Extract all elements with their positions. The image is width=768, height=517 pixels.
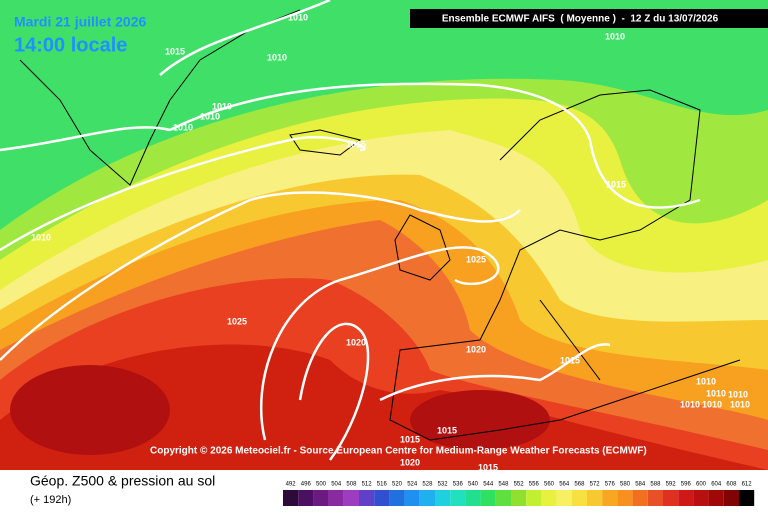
scale-swatch — [404, 490, 420, 506]
isobar-label: 1015 — [165, 46, 185, 56]
isobar-label: 1015 — [346, 139, 366, 149]
scale-swatch — [374, 490, 390, 506]
model-box — [410, 9, 768, 28]
date: Mardi 21 juillet 2026 — [14, 14, 146, 30]
scale-swatch — [419, 490, 435, 506]
scale-swatch — [556, 490, 572, 506]
scale-swatch — [739, 490, 755, 506]
scale-swatch — [571, 490, 587, 506]
isobar-label: 1010 — [706, 388, 726, 398]
scale-label: 504 — [331, 482, 342, 488]
scale-label: 608 — [726, 482, 737, 488]
footer-title: Géop. Z500 & pression au sol — [30, 473, 215, 489]
scale-label: 588 — [650, 482, 661, 488]
scale-label: 572 — [590, 482, 601, 488]
isobar-label: 1010 — [288, 12, 308, 22]
scale-label: 556 — [529, 482, 540, 488]
scale-swatch — [632, 490, 648, 506]
scale-swatch — [283, 490, 299, 506]
scale-swatch — [298, 490, 314, 506]
scale-swatch — [693, 490, 709, 506]
isobar-label: 1025 — [227, 316, 247, 326]
scale-swatch — [389, 490, 405, 506]
scale-label: 500 — [316, 482, 327, 488]
footer-lead: (+ 192h) — [30, 494, 71, 506]
isobar-label: 1010 — [730, 399, 750, 409]
scale-label: 508 — [346, 482, 357, 488]
isobar-label: 1025 — [466, 254, 486, 264]
scale-label: 512 — [362, 482, 373, 488]
scale-label: 592 — [666, 482, 677, 488]
isobar-label: 1015 — [606, 179, 626, 189]
isobar-label: 1010 — [696, 376, 716, 386]
scale-label: 496 — [301, 482, 312, 488]
isobars — [0, 0, 701, 461]
scale-swatch — [526, 490, 542, 506]
scale-label: 568 — [574, 482, 585, 488]
scale-label: 604 — [711, 482, 722, 488]
height-bands — [0, 78, 768, 471]
scale-label: 564 — [559, 482, 570, 488]
isobar-label: 1010 — [212, 101, 232, 111]
scale-swatch — [708, 490, 724, 506]
isobar-label: 1015 — [400, 434, 420, 444]
isobar-label: 1010 — [173, 122, 193, 132]
scale-swatch — [480, 490, 496, 506]
isobar-label: 1020 — [466, 344, 486, 354]
scale-label: 540 — [468, 482, 479, 488]
isobar-label: 1010 — [605, 31, 625, 41]
isobar-label: 1010 — [728, 389, 748, 399]
copyright: Copyright © 2026 Meteociel.fr - Source E… — [150, 446, 647, 457]
scale-label: 580 — [620, 482, 631, 488]
scale-swatch — [663, 490, 679, 506]
scale-swatch — [723, 490, 739, 506]
time: 14:00 locale — [14, 34, 127, 56]
scale-label: 584 — [635, 482, 646, 488]
scale-label: 576 — [605, 482, 616, 488]
scale-swatch — [647, 490, 663, 506]
scale-label: 552 — [514, 482, 525, 488]
scale-swatch — [359, 490, 375, 506]
isobar-label: 1010 — [702, 399, 722, 409]
isobar-label: 1015 — [478, 462, 498, 472]
scale-label: 520 — [392, 482, 403, 488]
scale-swatch — [328, 490, 344, 506]
scale-swatch — [587, 490, 603, 506]
scale-label: 548 — [498, 482, 509, 488]
scale-swatch — [495, 490, 511, 506]
isobar-label: 1020 — [346, 337, 366, 347]
scale-label: 596 — [681, 482, 692, 488]
isobar-label: 1010 — [200, 111, 220, 121]
coastlines — [19, 9, 741, 441]
scale-label: 492 — [286, 482, 297, 488]
scale-swatch — [435, 490, 451, 506]
scale-label: 612 — [742, 482, 753, 488]
isobar-label: 1010 — [31, 232, 51, 242]
isobar-label: 1020 — [400, 457, 420, 467]
scale-swatch — [617, 490, 633, 506]
scale-label: 532 — [438, 482, 449, 488]
scale-swatch — [313, 490, 329, 506]
scale-label: 536 — [453, 482, 464, 488]
isobar-label: 1010 — [680, 399, 700, 409]
isobar-label: 1015 — [437, 425, 457, 435]
scale-label: 528 — [422, 482, 433, 488]
scale-swatch — [343, 490, 359, 506]
scale-label: 600 — [696, 482, 707, 488]
scale-swatch — [602, 490, 618, 506]
scale-label: 516 — [377, 482, 388, 488]
scale-label: 560 — [544, 482, 555, 488]
scale-swatch — [511, 490, 527, 506]
isobar-label: 1010 — [267, 52, 287, 62]
scale-label: 524 — [407, 482, 418, 488]
scale-swatch — [541, 490, 557, 506]
scale-label: 544 — [483, 482, 494, 488]
scale-swatch — [450, 490, 466, 506]
scale-swatch — [678, 490, 694, 506]
scale-swatch — [465, 490, 481, 506]
model: Ensemble ECMWF AIFS ( Moyenne ) - 12 Z d… — [442, 14, 719, 25]
isobar-label: 1015 — [560, 355, 580, 365]
